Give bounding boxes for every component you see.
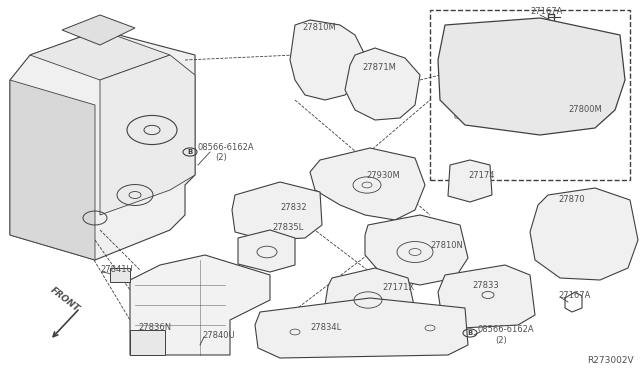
Text: R273002V: R273002V bbox=[587, 356, 634, 365]
Text: 27871M: 27871M bbox=[362, 64, 396, 73]
Polygon shape bbox=[310, 148, 425, 220]
Text: 27834L: 27834L bbox=[310, 324, 341, 333]
Polygon shape bbox=[448, 160, 492, 202]
Text: 27833: 27833 bbox=[472, 280, 499, 289]
Text: B: B bbox=[188, 149, 193, 155]
Bar bbox=[430, 10, 630, 180]
Text: B: B bbox=[467, 330, 472, 336]
Polygon shape bbox=[30, 30, 170, 80]
Text: 27167A: 27167A bbox=[530, 7, 563, 16]
Text: 27832: 27832 bbox=[280, 203, 307, 212]
Text: (2): (2) bbox=[495, 336, 507, 344]
Text: 27174: 27174 bbox=[468, 170, 495, 180]
Polygon shape bbox=[530, 188, 638, 280]
Text: 27840U: 27840U bbox=[202, 330, 235, 340]
Polygon shape bbox=[365, 215, 468, 285]
Text: 27171X: 27171X bbox=[382, 283, 414, 292]
Text: 27810M: 27810M bbox=[302, 23, 336, 32]
Polygon shape bbox=[255, 298, 468, 358]
Polygon shape bbox=[438, 265, 535, 328]
Polygon shape bbox=[345, 48, 420, 120]
Text: 27870: 27870 bbox=[558, 196, 584, 205]
Text: 27836N: 27836N bbox=[138, 324, 171, 333]
Text: (2): (2) bbox=[215, 154, 227, 163]
Polygon shape bbox=[130, 330, 165, 355]
Text: 08566-6162A: 08566-6162A bbox=[478, 326, 534, 334]
Polygon shape bbox=[290, 20, 365, 100]
Text: 27930M: 27930M bbox=[366, 171, 400, 180]
Text: 27841U: 27841U bbox=[100, 266, 132, 275]
Text: 08566-6162A: 08566-6162A bbox=[198, 144, 255, 153]
Polygon shape bbox=[10, 80, 95, 260]
Text: FRONT: FRONT bbox=[49, 286, 81, 314]
Polygon shape bbox=[62, 15, 135, 45]
Polygon shape bbox=[438, 18, 625, 135]
Polygon shape bbox=[130, 255, 270, 355]
Polygon shape bbox=[110, 268, 130, 282]
Polygon shape bbox=[238, 230, 295, 272]
Polygon shape bbox=[325, 268, 415, 330]
Polygon shape bbox=[100, 55, 195, 215]
Text: 27810N: 27810N bbox=[430, 241, 463, 250]
Text: 27800M: 27800M bbox=[568, 106, 602, 115]
Polygon shape bbox=[232, 182, 322, 240]
Text: 27167A: 27167A bbox=[558, 291, 590, 299]
Text: 27835L: 27835L bbox=[272, 224, 303, 232]
Polygon shape bbox=[10, 30, 195, 260]
